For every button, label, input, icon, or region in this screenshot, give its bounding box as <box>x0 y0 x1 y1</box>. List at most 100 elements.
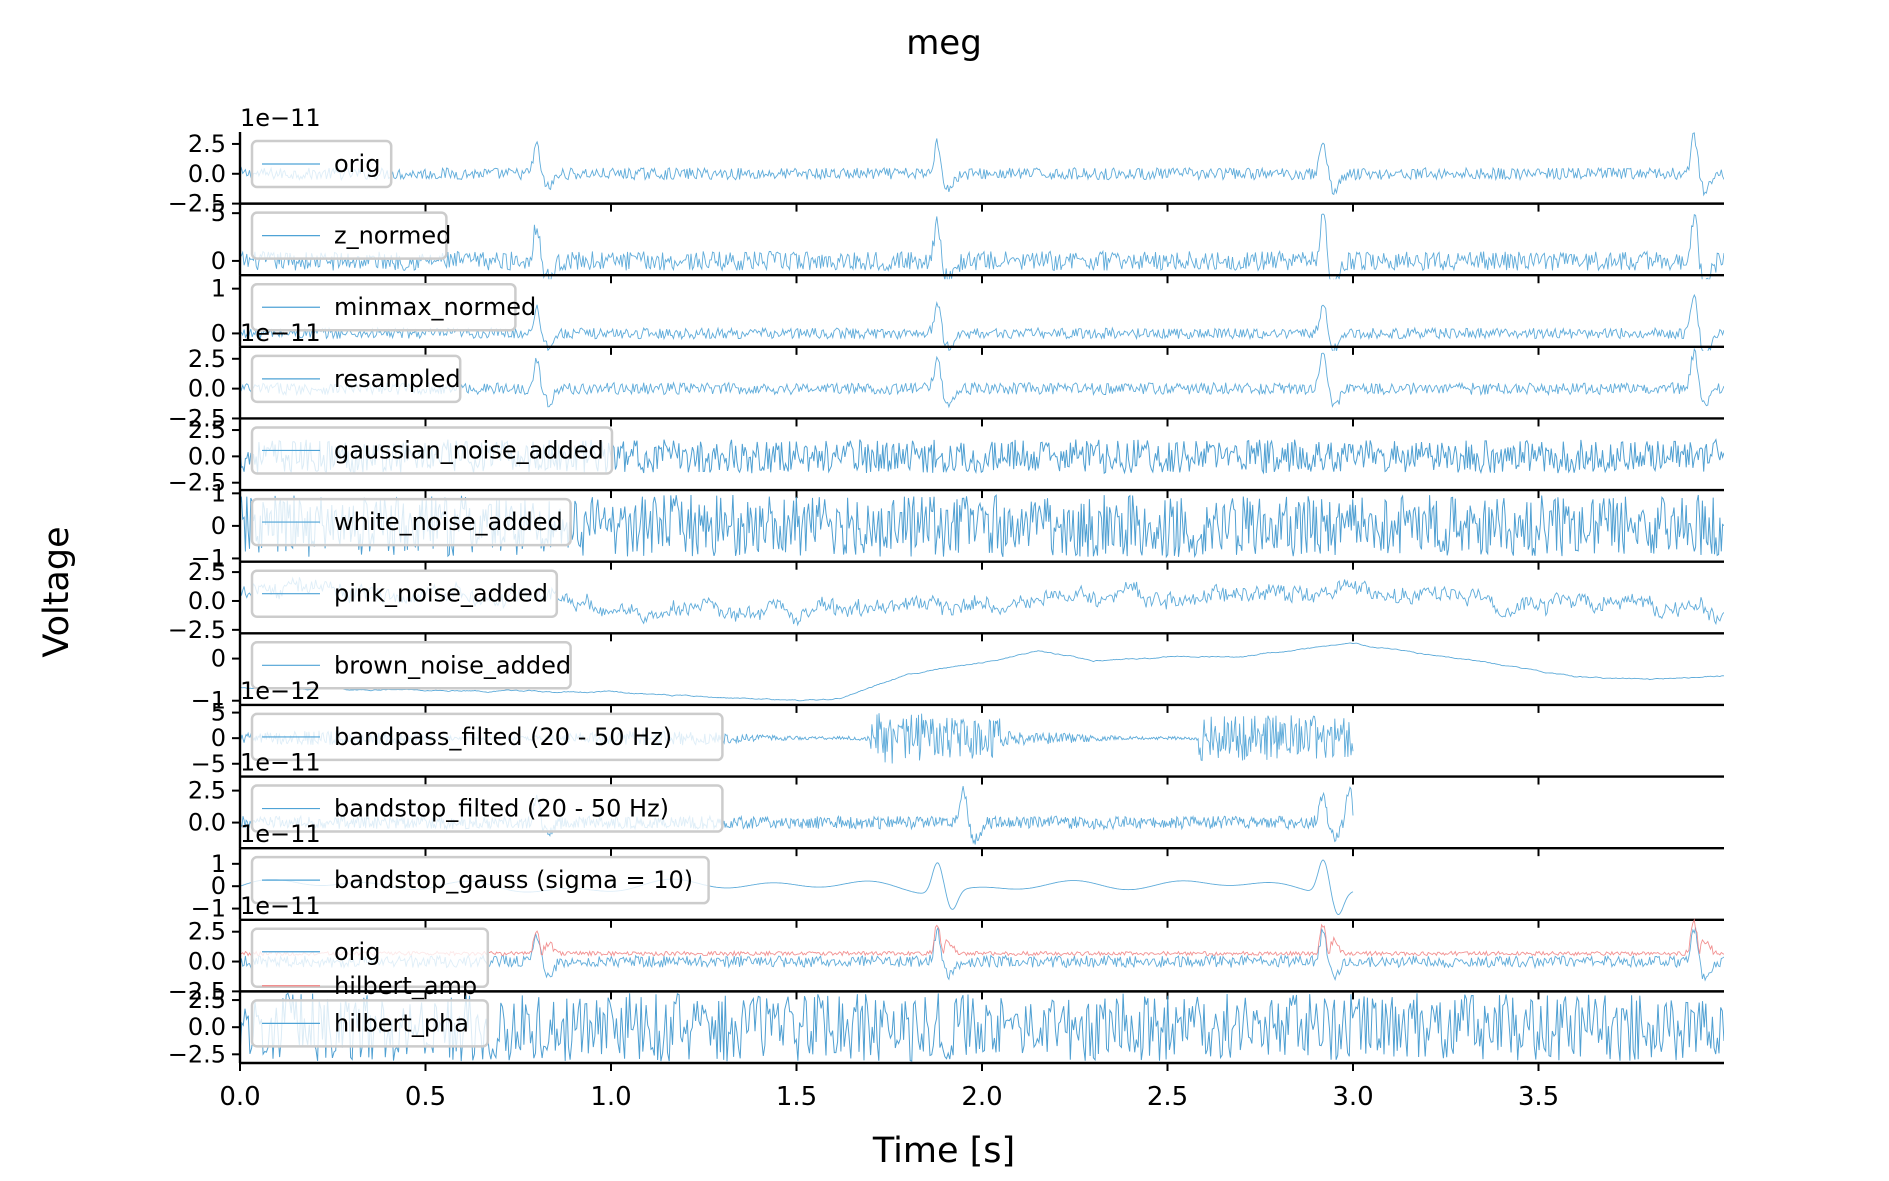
panel: 0 −1 brown_noise_added <box>191 633 1724 715</box>
x-tick-label: 1.0 <box>590 1082 631 1112</box>
legend-box <box>250 569 559 618</box>
y-tick-label: 1 <box>211 850 226 878</box>
legend-label: resampled <box>334 365 461 393</box>
legend: orig <box>250 139 393 189</box>
panel: 2.50.0−2.5 1e−11 orig <box>168 104 1724 218</box>
y-tick-label: 0.0 <box>188 442 226 470</box>
y-tick-label: 0 <box>211 645 226 673</box>
series-line <box>240 642 1724 702</box>
x-tick-label: 2.0 <box>961 1082 1002 1112</box>
legend-label: gaussian_noise_added <box>334 436 604 464</box>
panel: 2.5 0.0 1e−11 bandstop_filted (20 - 50 Hz) <box>188 749 1724 857</box>
panel: 10−1 1e−11 bandstop_gauss (sigma = 10) <box>191 820 1724 928</box>
y-tick-label: −2.5 <box>168 977 226 1005</box>
legend: orig hilbert_amp <box>250 927 490 1000</box>
y-tick-label: 0 <box>211 247 226 275</box>
legend-box <box>250 354 462 404</box>
legend: white_noise_added <box>250 497 572 547</box>
legend-box <box>250 641 572 690</box>
panel: 2.50.0−2.5 gaussian_noise_added <box>168 416 1724 499</box>
x-tick-label: 0.0 <box>219 1082 260 1112</box>
legend-box <box>250 712 724 762</box>
panel: 1 0 minmax_normed <box>211 275 1724 355</box>
legend-box <box>250 784 724 833</box>
y-tick-label: −1 <box>191 687 226 715</box>
series-line <box>240 293 1724 351</box>
y-tick-label: 0 <box>211 724 226 752</box>
legend-label: orig <box>334 938 380 966</box>
y-tick-label: 0 <box>211 872 226 900</box>
legend-label: minmax_normed <box>334 293 536 321</box>
series-line <box>240 132 1724 197</box>
legend-label: hilbert_pha <box>334 1009 469 1037</box>
legend-label: brown_noise_added <box>334 651 571 679</box>
legend: pink_noise_added <box>250 569 559 618</box>
x-tick-label: 3.5 <box>1518 1082 1559 1112</box>
legend-label: white_noise_added <box>334 508 563 536</box>
offset-text: 1e−11 <box>240 749 321 777</box>
legend-box <box>250 139 393 189</box>
y-tick-label: −1 <box>191 544 226 572</box>
y-tick-label: 0.0 <box>188 948 226 976</box>
x-tick-label: 0.5 <box>405 1082 446 1112</box>
legend: brown_noise_added <box>250 641 572 690</box>
panel: 2.50.0−2.5 1e−11 orig hilbert_amp <box>168 892 1724 1005</box>
legend-box <box>250 855 710 905</box>
y-tick-label: 5 <box>211 699 226 727</box>
y-tick-label: 2.5 <box>188 777 226 805</box>
legend-label: bandpass_filted (20 - 50 Hz) <box>334 723 672 751</box>
panel: 5 0 z_normed <box>211 199 1724 284</box>
y-tick-label: 0 <box>211 512 226 540</box>
legend-label: pink_noise_added <box>334 580 548 608</box>
y-tick-label: 1 <box>211 275 226 303</box>
chart-title: meg <box>906 23 982 63</box>
panel: 1 0 −1 white_noise_added <box>191 479 1724 572</box>
series-line <box>240 347 1724 409</box>
offset-text: 1e−12 <box>240 677 321 705</box>
y-tick-label: −2.5 <box>168 404 226 432</box>
y-tick-label: 0.0 <box>188 160 226 188</box>
offset-text: 1e−11 <box>240 892 321 920</box>
panel: 2.50.0−2.5 1e−11 resampled <box>168 319 1724 432</box>
legend: bandstop_gauss (sigma = 10) <box>250 855 710 905</box>
offset-text: 1e−11 <box>240 820 321 848</box>
y-tick-label: −2.5 <box>168 469 226 497</box>
y-tick-label: 2.5 <box>188 918 226 946</box>
panel: 50−5 1e−12 bandpass_filted (20 - 50 Hz) <box>191 677 1724 785</box>
offset-text: 1e−11 <box>240 104 321 132</box>
y-tick-label: −2.5 <box>168 616 226 644</box>
x-tick-label: 1.5 <box>776 1082 817 1112</box>
legend-label: hilbert_amp <box>334 972 477 1000</box>
legend: gaussian_noise_added <box>250 426 614 475</box>
y-tick-label: 0.0 <box>188 375 226 403</box>
y-tick-label: 2.5 <box>188 345 226 373</box>
y-tick-label: 2.5 <box>188 986 226 1014</box>
legend: minmax_normed <box>250 282 536 332</box>
y-tick-label: 2.5 <box>188 558 226 586</box>
panel: 2.50.0−2.5 pink_noise_added <box>168 558 1724 644</box>
y-tick-label: 0.0 <box>188 587 226 615</box>
y-tick-label: 5 <box>211 199 226 227</box>
panel: 2.50.0−2.5 hilbert_pha <box>168 986 1724 1071</box>
legend-label: z_normed <box>334 222 451 250</box>
legend-box <box>250 426 614 475</box>
legend-label: bandstop_gauss (sigma = 10) <box>334 866 693 894</box>
legend: bandpass_filted (20 - 50 Hz) <box>250 712 724 762</box>
panels: 2.50.0−2.51e−11orig50z_normed10minmax_no… <box>168 104 1724 1071</box>
series-line <box>240 213 1724 280</box>
legend: z_normed <box>250 211 451 260</box>
y-tick-label: −2.5 <box>168 190 226 218</box>
legend-box <box>250 927 490 989</box>
y-tick-label: 0.0 <box>188 1013 226 1041</box>
y-tick-label: 1 <box>211 479 226 507</box>
legend-box <box>250 282 517 332</box>
legend-label: orig <box>334 150 380 178</box>
legend-box <box>250 999 490 1048</box>
x-tick-label: 2.5 <box>1147 1082 1188 1112</box>
legend: hilbert_pha <box>250 999 490 1048</box>
y-tick-label: −1 <box>191 895 226 923</box>
legend: bandstop_filted (20 - 50 Hz) <box>250 784 724 833</box>
x-axis-label: Time [s] <box>872 1131 1015 1171</box>
legend-label: bandstop_filted (20 - 50 Hz) <box>334 795 669 823</box>
